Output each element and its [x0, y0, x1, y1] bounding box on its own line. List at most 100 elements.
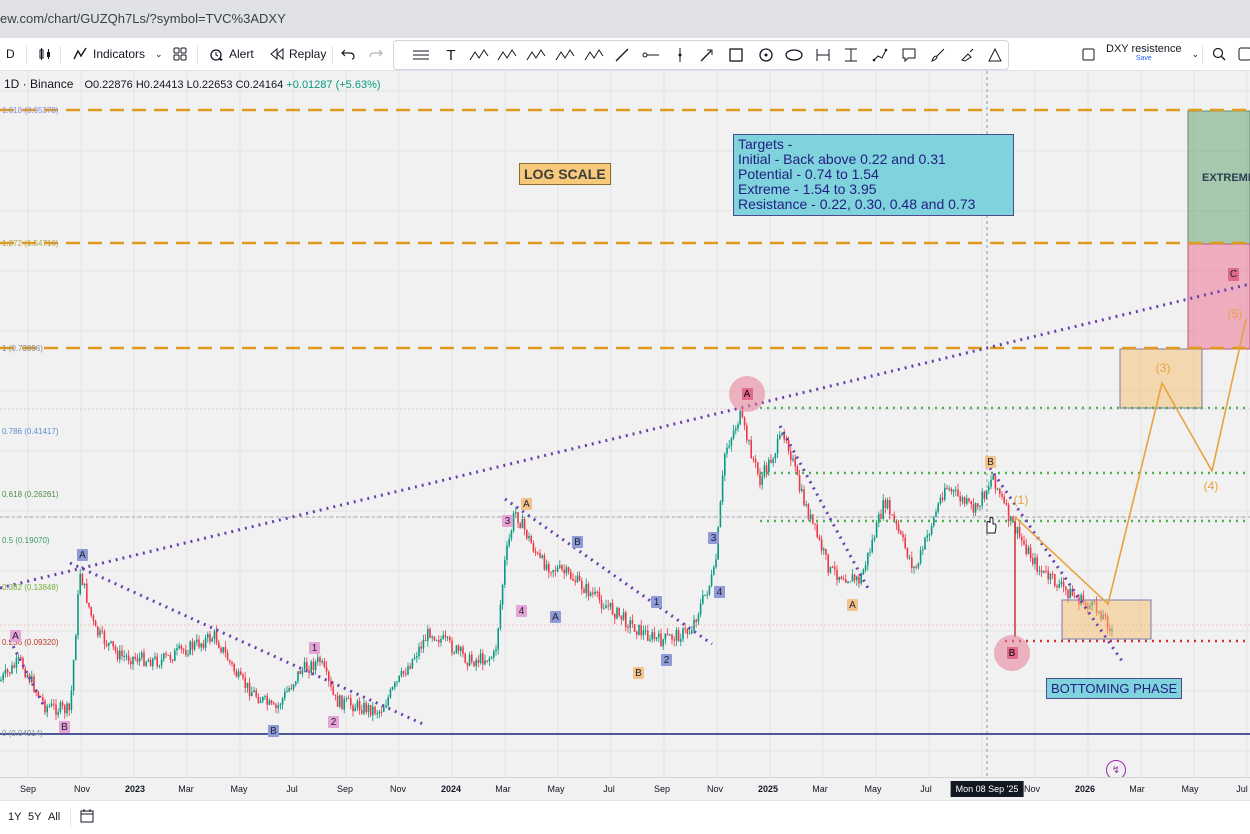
horizontal-lines-icon[interactable]	[411, 45, 431, 65]
candle-body	[290, 688, 293, 690]
arrow-tool-icon[interactable]	[697, 45, 717, 65]
ruler-icon[interactable]	[985, 45, 1005, 65]
rectangle-tool-icon[interactable]	[726, 45, 746, 65]
alert-button[interactable]: Alert	[208, 38, 254, 70]
wave-label[interactable]: A	[77, 549, 88, 561]
candle-body	[354, 707, 356, 712]
candle-body	[589, 592, 592, 596]
indicators-button[interactable]: Indicators ⌄	[72, 38, 163, 70]
candle-body	[897, 524, 900, 532]
settings-icon[interactable]	[1238, 38, 1250, 70]
range-5y-button[interactable]: 5Y	[28, 811, 42, 823]
wave-label[interactable]: C	[1228, 268, 1239, 281]
candle-body	[70, 690, 73, 711]
replay-button[interactable]: Replay	[270, 38, 326, 70]
horizontal-ray-icon[interactable]	[641, 45, 661, 65]
callout-icon[interactable]	[899, 45, 919, 65]
candle-body	[149, 659, 152, 667]
candle-body	[519, 523, 521, 529]
wave-label[interactable]: 3	[708, 532, 719, 544]
wave-label[interactable]: 2	[328, 716, 339, 728]
bottoming-phase-note[interactable]: BOTTOMING PHASE	[1046, 678, 1183, 699]
wave-label[interactable]: B	[268, 725, 279, 737]
url-text[interactable]: ew.com/chart/GUZQh7Ls/?symbol=TVC%3ADXY	[0, 11, 286, 26]
redo-button[interactable]	[369, 38, 383, 70]
candle-body	[719, 501, 722, 528]
wave-label[interactable]: 1	[309, 642, 320, 654]
wave-label[interactable]: B	[985, 456, 996, 468]
candle-body	[477, 659, 480, 664]
targets-note[interactable]: Targets - Initial - Back above 0.22 and …	[733, 134, 1014, 216]
candle-body	[541, 555, 543, 558]
text-tool-icon[interactable]: T	[446, 46, 456, 64]
price-chart[interactable]	[0, 71, 1250, 777]
candle-body	[255, 690, 257, 697]
path-tool-icon[interactable]	[870, 45, 890, 65]
brush-icon[interactable]	[928, 45, 948, 65]
interval-button[interactable]: D	[6, 47, 15, 61]
drawing-toolbar: T	[393, 40, 1009, 70]
highlighter-icon[interactable]	[957, 45, 977, 65]
candle-body	[849, 581, 851, 583]
candle-body	[735, 428, 737, 431]
close-value: C0.24164	[235, 79, 284, 91]
pattern-abcd-icon[interactable]	[497, 45, 517, 65]
time-axis[interactable]: Sep Nov 2023 Mar May Jul Sep Nov 2024 Ma…	[0, 777, 1250, 800]
bottom-toolbar: 1Y 5Y All	[0, 800, 1250, 834]
undo-button[interactable]	[341, 38, 355, 70]
candle-body	[66, 703, 68, 714]
pattern-wxyz-icon[interactable]	[526, 45, 546, 65]
candle-body	[387, 697, 389, 706]
wave-label[interactable]: 4	[516, 605, 527, 617]
symbol-title[interactable]: 1D · Binance	[4, 77, 74, 91]
candle-body	[816, 524, 818, 538]
flash-logo-icon[interactable]: ↯	[1106, 760, 1126, 777]
range-1y-button[interactable]: 1Y	[8, 811, 22, 823]
trend-line-icon[interactable]	[612, 45, 632, 65]
candle-body	[688, 633, 691, 635]
symbol-legend[interactable]: 1D · Binance O0.22876 H0.24413 L0.22653 …	[4, 77, 381, 91]
projection-label: (1)	[1013, 493, 1029, 507]
wave-a-circle-marker[interactable]: A	[729, 376, 765, 412]
layout-select[interactable]: DXY resistence Save ⌄	[1082, 38, 1199, 70]
quick-search-button[interactable]	[1212, 38, 1226, 70]
circle-tool-icon[interactable]	[756, 45, 776, 65]
wave-label[interactable]: A	[550, 611, 561, 623]
candle-body	[809, 514, 812, 520]
date-range-icon[interactable]	[813, 45, 833, 65]
candle-body	[805, 504, 807, 506]
log-scale-note[interactable]: LOG SCALE	[519, 163, 611, 185]
wave-label[interactable]: A	[10, 630, 21, 642]
toolbar-divider	[1202, 46, 1203, 64]
chart-pane[interactable]: 1.618 (3.95378) 1.272 (1.54716) 1 (0.739…	[0, 71, 1250, 777]
wave-b-circle-marker[interactable]: B	[994, 635, 1030, 671]
wave-label[interactable]: 2	[661, 654, 672, 666]
ellipse-tool-icon[interactable]	[784, 45, 804, 65]
wave-label[interactable]: B	[633, 667, 644, 679]
range-all-button[interactable]: All	[48, 811, 61, 823]
layout-templates-icon[interactable]	[173, 38, 187, 70]
toolbar-divider	[60, 46, 61, 64]
wave-label[interactable]: A	[847, 599, 858, 611]
wave-label[interactable]: B	[59, 721, 70, 733]
elliott-wave-icon[interactable]	[555, 45, 575, 65]
elliott-abc-icon[interactable]	[584, 45, 604, 65]
wave-label[interactable]: 1	[651, 596, 662, 608]
projection-label: (3)	[1155, 361, 1171, 375]
wave-label[interactable]: 3	[502, 515, 513, 527]
wave-label[interactable]: 4	[714, 586, 725, 598]
candle-body	[1016, 526, 1019, 534]
candle-body	[312, 661, 315, 670]
wave-label[interactable]: A	[521, 498, 532, 510]
calendar-icon[interactable]	[80, 809, 94, 823]
candle-body	[840, 576, 843, 580]
price-range-icon[interactable]	[841, 45, 861, 65]
browser-address-bar[interactable]: ew.com/chart/GUZQh7Ls/?symbol=TVC%3ADXY	[0, 0, 1250, 38]
candle-body	[180, 645, 183, 650]
candle-body	[675, 630, 678, 641]
vertical-line-icon[interactable]	[670, 45, 690, 65]
candle-body	[1040, 570, 1043, 573]
wave-label[interactable]: B	[572, 536, 583, 548]
candle-type-icon[interactable]	[38, 38, 52, 70]
pattern-xabcd-icon[interactable]	[469, 45, 489, 65]
